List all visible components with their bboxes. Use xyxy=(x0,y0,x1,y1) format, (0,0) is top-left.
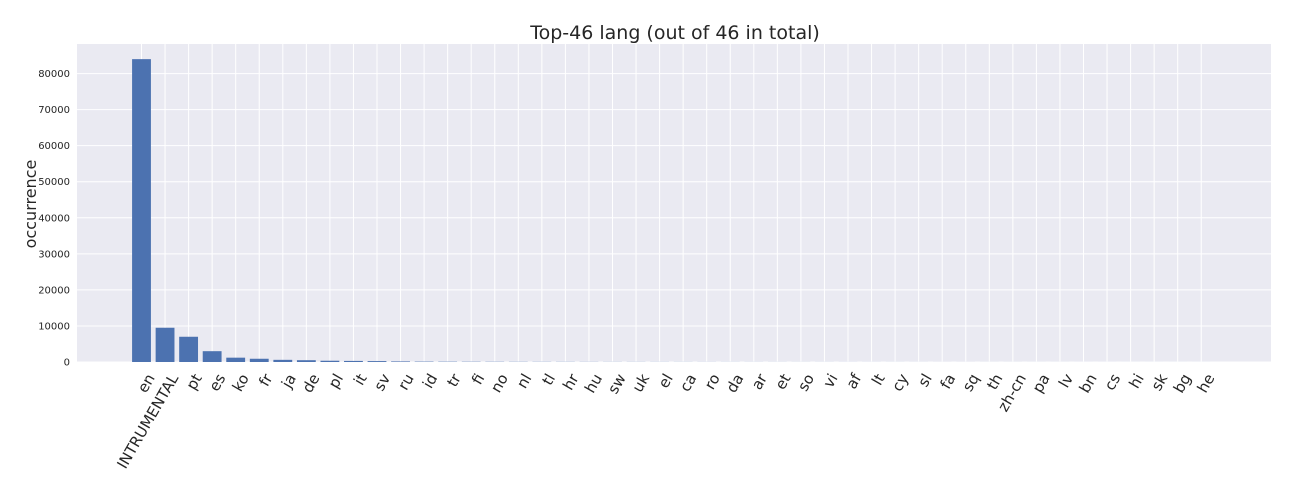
x-tick-label: cy xyxy=(888,370,912,394)
x-tick-label: id xyxy=(419,371,441,392)
x-tick-label: pa xyxy=(1029,371,1054,396)
x-tick-label: it xyxy=(350,371,371,389)
y-tick-label: 70000 xyxy=(38,105,70,116)
x-tick-label: hr xyxy=(559,370,583,393)
x-tick-label: sl xyxy=(914,371,936,390)
x-tick-label: sv xyxy=(370,371,394,395)
x-tick-label: fr xyxy=(255,370,277,390)
x-tick-label: nl xyxy=(513,371,535,392)
y-axis-label: occurrence xyxy=(21,160,40,249)
bar-en xyxy=(132,59,151,363)
x-tick-label: et xyxy=(771,371,794,393)
x-tick-label: hi xyxy=(1125,371,1147,392)
x-tick-label: lt xyxy=(868,371,889,389)
x-tick-label: ja xyxy=(277,371,300,392)
x-tick-label: so xyxy=(794,371,818,395)
bar-it xyxy=(344,360,363,362)
bars xyxy=(132,59,1211,363)
x-tick-label: da xyxy=(722,371,747,396)
x-tick-label: ru xyxy=(394,371,417,394)
bar-sv xyxy=(367,361,387,362)
x-tick-label: de xyxy=(299,371,324,396)
y-tick-label: 30000 xyxy=(38,249,70,260)
y-tick-labels: 0 10000 20000 30000 40000 50000 60000 70000 8000… xyxy=(38,69,70,368)
x-tick-label: tr xyxy=(443,370,465,390)
x-tick-label: ko xyxy=(229,371,253,395)
x-tick-label: el xyxy=(654,371,676,392)
chart-title: Top-46 lang (out of 46 in total) xyxy=(529,22,820,44)
bar-fr xyxy=(249,358,269,362)
x-tick-label: fa xyxy=(937,371,960,393)
y-tick-label: 20000 xyxy=(38,285,70,296)
x-tick-label: uk xyxy=(629,370,654,395)
x-tick-label: ro xyxy=(701,371,724,393)
y-tick-label: 0 xyxy=(64,358,70,369)
bar-pt xyxy=(179,336,199,362)
x-tick-label: af xyxy=(842,370,865,392)
bar-pl xyxy=(320,360,340,362)
x-tick-label: sw xyxy=(604,371,630,397)
x-tick-label: lv xyxy=(1055,370,1077,390)
x-tick-label: sq xyxy=(959,371,983,395)
x-tick-label: hu xyxy=(581,371,606,396)
x-tick-label: bg xyxy=(1170,371,1195,396)
plot-area xyxy=(77,44,1271,362)
x-tick-label: pl xyxy=(325,371,347,392)
bar-de xyxy=(296,360,316,362)
x-tick-label: vi xyxy=(820,371,842,391)
x-tick-label: cs xyxy=(1101,370,1125,393)
gridlines xyxy=(77,44,1271,363)
x-tick-label: pt xyxy=(182,371,205,393)
x-tick-label: he xyxy=(1193,371,1218,396)
bar-ru xyxy=(391,361,410,362)
y-tick-label: 50000 xyxy=(38,177,70,188)
x-tick-label: fi xyxy=(468,371,488,388)
x-tick-label: ca xyxy=(676,371,700,395)
x-tick-label: no xyxy=(487,371,512,396)
x-tick-label: ar xyxy=(748,370,772,393)
y-tick-label: 60000 xyxy=(38,141,70,152)
y-tick-label: 10000 xyxy=(38,321,70,332)
bar-ko xyxy=(226,357,246,362)
x-tick-label: es xyxy=(205,370,229,394)
bar-ja xyxy=(273,359,293,362)
x-tick-label: sk xyxy=(1147,370,1171,394)
bar-es xyxy=(202,351,222,362)
y-tick-label: 40000 xyxy=(38,213,70,224)
x-tick-label: bn xyxy=(1076,371,1101,396)
y-tick-label: 80000 xyxy=(38,69,70,80)
x-tick-label: tl xyxy=(538,371,559,389)
bar-INTRUMENTAL xyxy=(155,327,175,362)
